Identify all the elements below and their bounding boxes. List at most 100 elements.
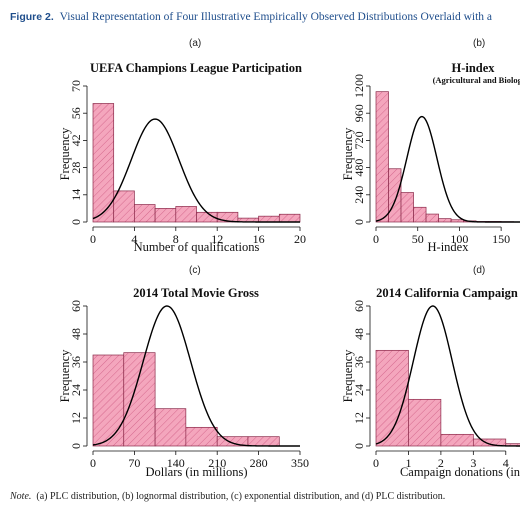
- x-tick-label: 0: [373, 456, 379, 470]
- figure-title-text: Visual Representation of Four Illustrati…: [59, 11, 492, 23]
- x-tick-label: 0: [373, 232, 379, 246]
- histogram-bar: [425, 213, 439, 223]
- normal-curve: [92, 118, 300, 223]
- histogram-bar: [154, 208, 177, 223]
- y-tick-label: 24: [352, 384, 366, 396]
- y-tick-label: 0: [352, 219, 366, 225]
- histogram-bar: [440, 433, 474, 447]
- y-tick-label: 56: [69, 107, 83, 119]
- y-tick-label: 36: [352, 356, 366, 368]
- x-tick-label: 8: [173, 232, 179, 246]
- histogram-bar: [247, 436, 280, 447]
- y-axis-label: Frequency: [58, 349, 72, 403]
- x-tick-label: 150: [492, 232, 510, 246]
- x-tick-label: 2: [438, 456, 444, 470]
- histogram-bar: [175, 206, 197, 223]
- note-text: (a) PLC distribution, (b) lognormal dist…: [36, 491, 446, 502]
- histogram-bar: [472, 438, 507, 447]
- y-tick-label: 240: [352, 186, 366, 204]
- y-tick-label: 0: [69, 219, 83, 225]
- histogram-bar: [216, 211, 239, 223]
- histogram-bar: [258, 215, 280, 223]
- histogram-bar: [375, 91, 389, 223]
- figure-note: Note. (a) PLC distribution, (b) lognorma…: [10, 491, 445, 502]
- x-tick-label: 4: [503, 456, 509, 470]
- y-tick-label: 48: [352, 328, 366, 340]
- y-tick-label: 480: [352, 159, 366, 177]
- histogram-bar: [113, 190, 135, 223]
- x-tick-label: 12: [211, 232, 223, 246]
- y-axis-label: Frequency: [58, 127, 72, 181]
- x-tick-label: 140: [167, 456, 185, 470]
- chart-title: 2014 California Campaign: [376, 286, 518, 300]
- y-tick-label: 28: [69, 162, 83, 174]
- x-tick-label: 350: [291, 456, 309, 470]
- x-tick-label: 20: [294, 232, 306, 246]
- x-tick-label: 0: [90, 232, 96, 246]
- y-tick-label: 42: [69, 134, 83, 146]
- panel-letter-a: (a): [189, 38, 202, 49]
- y-tick-label: 1200: [352, 74, 366, 98]
- histogram-bar: [185, 426, 218, 447]
- y-tick-label: 60: [352, 300, 366, 312]
- chart-subtitle: (Agricultural and Biological S: [433, 75, 520, 85]
- figure-title: Figure 2. Visual Representation of Four …: [10, 11, 492, 23]
- histogram-bar: [154, 408, 187, 447]
- x-axis-label: Campaign donations (in: [400, 465, 520, 479]
- y-tick-label: 12: [352, 412, 366, 424]
- histogram-bar: [278, 213, 301, 223]
- chart-panel-3: 0 12 24 36 48 60 0 70 140 210 280 350 2014 Total Mov…: [58, 286, 309, 479]
- histogram-bar: [123, 352, 156, 447]
- normal-curve: [92, 305, 300, 447]
- x-tick-label: 70: [128, 456, 140, 470]
- y-tick-label: 70: [69, 80, 83, 92]
- histogram-bar: [134, 204, 156, 223]
- y-tick-label: 36: [69, 356, 83, 368]
- x-tick-label: 1: [405, 456, 411, 470]
- x-axis-label: Number of qualifications: [134, 240, 260, 254]
- y-tick-label: 14: [69, 189, 83, 201]
- x-tick-label: 50: [412, 232, 424, 246]
- x-tick-label: 100: [450, 232, 468, 246]
- normal-curve: [375, 305, 520, 447]
- panel-letter-c: (c): [189, 265, 201, 276]
- y-tick-label: 0: [69, 443, 83, 449]
- chart-title: UEFA Champions League Participation: [90, 61, 302, 75]
- note-label: Note.: [10, 491, 32, 502]
- chart-title: H-index: [451, 61, 495, 75]
- histogram-bar: [438, 218, 452, 223]
- histogram-bar: [408, 398, 442, 447]
- figure-label: Figure 2.: [10, 11, 54, 23]
- y-tick-label: 60: [69, 300, 83, 312]
- y-tick-label: 12: [69, 412, 83, 424]
- x-tick-label: 210: [208, 456, 226, 470]
- normal-curve: [375, 115, 520, 223]
- histogram-bar: [92, 103, 115, 223]
- y-tick-label: 24: [69, 384, 83, 396]
- panel-letter-b: (b): [473, 38, 486, 49]
- histogram-bar: [92, 354, 125, 447]
- x-tick-label: 16: [253, 232, 265, 246]
- chart-title: 2014 Total Movie Gross: [133, 286, 259, 300]
- x-axis-label: H-index: [428, 240, 470, 254]
- x-axis-label: Dollars (in millions): [145, 465, 247, 479]
- y-tick-label: 48: [69, 328, 83, 340]
- histogram-bar: [400, 192, 414, 223]
- y-tick-label: 960: [352, 104, 366, 122]
- histogram-bar: [388, 168, 402, 223]
- x-tick-label: 280: [250, 456, 268, 470]
- y-tick-label: 720: [352, 131, 366, 149]
- x-tick-label: 3: [470, 456, 476, 470]
- histogram-bar: [413, 206, 427, 223]
- y-axis-label: Frequency: [341, 349, 355, 403]
- chart-panel-1: 0 14 28 42 56 70 0 4 8 12 16 20 UEFA Champions Leagu…: [58, 61, 306, 254]
- histogram-bar: [505, 443, 520, 447]
- x-tick-label: 4: [131, 232, 137, 246]
- y-tick-label: 0: [352, 443, 366, 449]
- x-tick-label: 0: [90, 456, 96, 470]
- panel-letter-d: (d): [473, 265, 486, 276]
- histogram-bar: [450, 219, 464, 223]
